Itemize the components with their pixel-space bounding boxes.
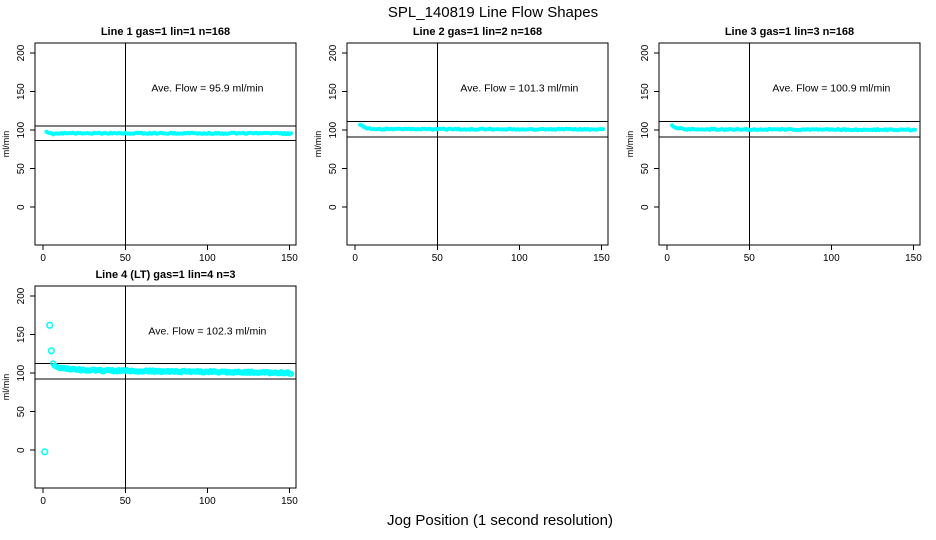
panel-2: 0 50 100 150 0 50 100 150 200 ml/min Line 2 gas=1 … bbox=[313, 26, 610, 264]
panel-title: Line 3 gas=1 lin=3 n=168 bbox=[725, 26, 854, 38]
plot-box bbox=[34, 42, 297, 246]
plot-box bbox=[346, 42, 609, 246]
y-tick-label: 150 bbox=[328, 83, 339, 100]
ave-flow-annotation: Ave. Flow = 102.3 ml/min bbox=[148, 326, 266, 338]
data-series bbox=[41, 321, 295, 456]
panel-4: 0 50 100 150 0 50 100 150 200 ml/min Line 4 (LT) g… bbox=[1, 269, 298, 507]
y-tick-label: 0 bbox=[16, 204, 27, 210]
figure-title: SPL_140819 Line Flow Shapes bbox=[387, 4, 599, 21]
y-axis-label: ml/min bbox=[625, 131, 635, 158]
y-tick-label: 0 bbox=[640, 204, 651, 210]
data-series bbox=[670, 123, 918, 133]
y-tick-label: 0 bbox=[16, 447, 27, 453]
x-tick-label: 0 bbox=[40, 496, 46, 507]
ave-flow-annotation: Ave. Flow = 95.9 ml/min bbox=[151, 83, 263, 95]
data-series bbox=[44, 129, 294, 137]
plot-box bbox=[658, 42, 921, 246]
data-point bbox=[288, 370, 295, 377]
y-axis-label: ml/min bbox=[313, 131, 323, 158]
panel-1: 0 50 100 150 0 50 100 150 200 ml/min Line 1 gas=1 … bbox=[1, 26, 298, 264]
y-axis-label: ml/min bbox=[1, 131, 11, 158]
y-tick-label: 200 bbox=[640, 44, 651, 61]
x-tick-label: 100 bbox=[199, 496, 216, 507]
y-tick-label: 100 bbox=[16, 121, 27, 138]
figure-xlabel: Jog Position (1 second resolution) bbox=[387, 512, 613, 529]
x-tick-label: 100 bbox=[823, 253, 840, 264]
panel-title: Line 2 gas=1 lin=2 n=168 bbox=[413, 26, 542, 38]
x-tick-label: 50 bbox=[120, 253, 132, 264]
plot-box bbox=[34, 285, 297, 489]
y-tick-label: 200 bbox=[328, 44, 339, 61]
x-tick-label: 150 bbox=[905, 253, 922, 264]
x-tick-label: 150 bbox=[281, 496, 298, 507]
x-tick-label: 150 bbox=[593, 253, 610, 264]
x-tick-label: 100 bbox=[511, 253, 528, 264]
y-tick-label: 150 bbox=[16, 326, 27, 343]
data-point bbox=[289, 131, 294, 136]
x-tick-label: 50 bbox=[432, 253, 444, 264]
x-tick-label: 100 bbox=[199, 253, 216, 264]
x-tick-label: 50 bbox=[744, 253, 756, 264]
y-tick-label: 150 bbox=[640, 83, 651, 100]
y-axis-label: ml/min bbox=[1, 374, 11, 401]
x-tick-label: 0 bbox=[40, 253, 46, 264]
y-tick-label: 100 bbox=[640, 121, 651, 138]
ave-flow-annotation: Ave. Flow = 101.3 ml/min bbox=[460, 83, 578, 95]
panel-3: 0 50 100 150 0 50 100 150 200 ml/min Line 3 gas=1 … bbox=[625, 26, 922, 264]
y-tick-label: 50 bbox=[16, 406, 27, 418]
data-point bbox=[601, 127, 606, 132]
y-tick-label: 100 bbox=[16, 364, 27, 381]
outlier-point bbox=[47, 347, 56, 355]
y-tick-label: 150 bbox=[16, 83, 27, 100]
y-tick-label: 0 bbox=[328, 204, 339, 210]
x-tick-label: 50 bbox=[120, 496, 132, 507]
y-tick-label: 50 bbox=[328, 163, 339, 175]
x-tick-label: 0 bbox=[352, 253, 358, 264]
y-tick-label: 200 bbox=[16, 44, 27, 61]
y-tick-label: 200 bbox=[16, 287, 27, 304]
y-tick-label: 50 bbox=[640, 163, 651, 175]
x-tick-label: 0 bbox=[664, 253, 670, 264]
panel-title: Line 4 (LT) gas=1 lin=4 n=3 bbox=[95, 269, 235, 281]
outlier-point bbox=[46, 321, 54, 329]
panel-title: Line 1 gas=1 lin=1 n=168 bbox=[101, 26, 230, 38]
data-series bbox=[358, 122, 606, 132]
x-tick-label: 150 bbox=[281, 253, 298, 264]
data-point bbox=[913, 127, 918, 132]
y-tick-label: 50 bbox=[16, 163, 27, 175]
ave-flow-annotation: Ave. Flow = 100.9 ml/min bbox=[772, 83, 890, 95]
outlier-point bbox=[41, 448, 49, 456]
y-tick-label: 100 bbox=[328, 121, 339, 138]
